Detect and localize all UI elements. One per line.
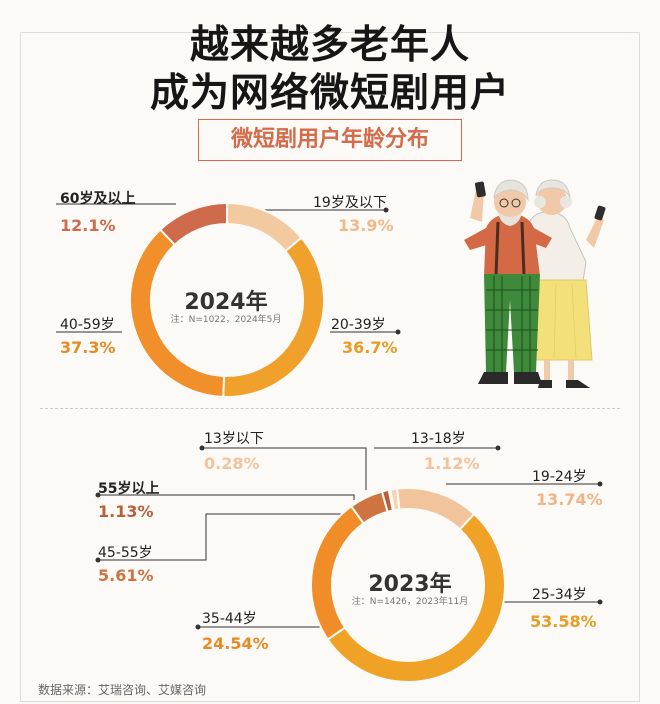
leader-dot-55plus bbox=[95, 492, 101, 498]
leader-dot-19-24 bbox=[597, 481, 603, 487]
page-title-line1: 越来越多老年人 bbox=[189, 23, 470, 68]
leader-dot-35-44 bbox=[195, 624, 201, 630]
elderly-couple-illustration bbox=[464, 179, 606, 388]
leader-13below bbox=[202, 447, 367, 490]
donut-slice-donut-2024-0 bbox=[158, 201, 229, 247]
label-19-24-2023: 19-24岁 bbox=[532, 469, 587, 485]
value-19-24-2023: 13.74% bbox=[536, 490, 603, 509]
frame-border bbox=[20, 32, 640, 702]
leader-lines-2023 bbox=[98, 447, 600, 628]
leader-dot-13-18 bbox=[495, 445, 501, 451]
value-19below-2024: 13.9% bbox=[338, 216, 394, 235]
value-60plus-2024: 12.1% bbox=[60, 216, 116, 235]
value-20-39-2024: 36.7% bbox=[342, 338, 398, 357]
donut-slice-donut-2023-2 bbox=[395, 487, 476, 531]
chart-subtitle: 微短剧用户年龄分布 bbox=[198, 119, 462, 161]
label-40-59-2024: 40-59岁 bbox=[60, 317, 115, 333]
page-title-line2: 成为网络微短剧用户 bbox=[149, 71, 510, 116]
center-year-2024: 2024年 bbox=[184, 290, 268, 315]
leader-dots-2024 bbox=[383, 207, 401, 335]
value-13below-2023: 0.28% bbox=[204, 454, 260, 473]
note-2023: 注：N=1426，2023年11月 bbox=[351, 597, 469, 607]
center-year-2023: 2023年 bbox=[368, 572, 452, 597]
donut-slice-donut-2023-4 bbox=[310, 504, 365, 641]
label-13-18-2023: 13-18岁 bbox=[411, 431, 466, 447]
leader-45-55 bbox=[98, 513, 344, 561]
leader-55plus bbox=[98, 494, 355, 500]
elderly-man-figure bbox=[464, 179, 552, 384]
donut-2024 bbox=[129, 201, 325, 398]
note-2024: 注：N=1022，2024年5月 bbox=[170, 315, 282, 325]
data-source: 数据来源：艾瑞咨询、艾媒咨询 bbox=[38, 683, 207, 697]
label-19below-2024: 19岁及以下 bbox=[313, 195, 387, 211]
leader-dot-45-55 bbox=[95, 557, 101, 563]
value-45-55-2023: 5.61% bbox=[98, 566, 154, 585]
leader-dot-13below bbox=[199, 445, 205, 451]
donut-slice-donut-2023-6 bbox=[380, 488, 395, 514]
label-20-39-2024: 20-39岁 bbox=[331, 317, 386, 333]
label-45-55-2023: 45-55岁 bbox=[98, 545, 153, 561]
leader-dot-25-34 bbox=[597, 599, 603, 605]
value-25-34-2023: 53.58% bbox=[530, 612, 597, 631]
label-60plus-2024: 60岁及以上 bbox=[60, 191, 136, 207]
leader-lines-2024 bbox=[56, 203, 398, 333]
leader-dot-20-39 bbox=[395, 329, 401, 335]
section-divider bbox=[40, 408, 620, 409]
value-13-18-2023: 1.12% bbox=[424, 454, 480, 473]
elderly-woman-figure bbox=[521, 179, 606, 388]
leader-dots-2023 bbox=[95, 445, 603, 630]
leader-dot-19below bbox=[383, 207, 389, 213]
value-35-44-2023: 24.54% bbox=[202, 634, 269, 653]
label-13below-2023: 13岁以下 bbox=[204, 431, 264, 447]
value-40-59-2024: 37.3% bbox=[60, 338, 116, 357]
value-55plus-2023: 1.13% bbox=[98, 502, 154, 521]
donut-slice-donut-2024-3 bbox=[129, 228, 226, 398]
donut-2023 bbox=[310, 487, 506, 683]
label-25-34-2023: 25-34岁 bbox=[532, 587, 587, 603]
label-35-44-2023: 35-44岁 bbox=[202, 611, 257, 627]
label-55plus-2023: 55岁以上 bbox=[98, 481, 160, 497]
